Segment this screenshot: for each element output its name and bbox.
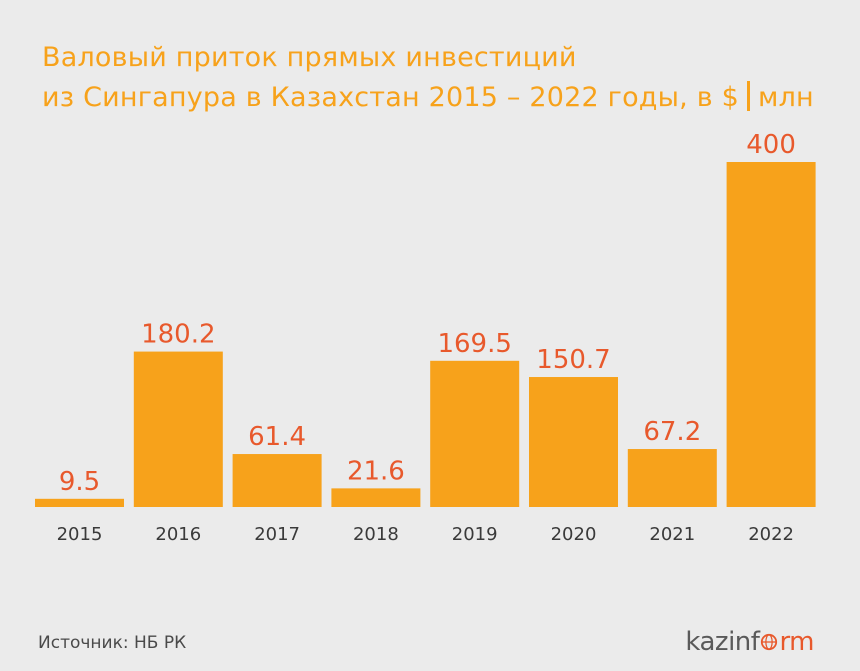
x-tick-label-2022: 2022	[748, 524, 794, 545]
value-label-2020: 150.7	[536, 345, 610, 375]
x-tick-label-2015: 2015	[57, 524, 103, 545]
x-tick-label-2020: 2020	[551, 524, 597, 545]
bar-2015	[35, 498, 124, 507]
x-tick-label-2021: 2021	[649, 524, 695, 545]
value-label-2019: 169.5	[437, 329, 511, 359]
value-label-2021: 67.2	[643, 417, 701, 447]
globe-icon	[761, 633, 778, 651]
brand-logo-part2: rm	[779, 627, 814, 657]
title-separator	[747, 81, 751, 111]
bar-2018	[331, 488, 421, 507]
bar-2017	[232, 454, 322, 507]
value-label-2015: 9.5	[59, 467, 100, 497]
chart-title-unit: млн	[758, 82, 814, 113]
brand-logo-part1: kazinf	[685, 627, 760, 657]
brand-logo: kazinf rm	[685, 627, 814, 657]
value-label-2017: 61.4	[248, 422, 306, 452]
x-tick-label-2017: 2017	[254, 524, 300, 545]
chart-title: Валовый приток прямых инвестиций из Синг…	[42, 38, 814, 118]
chart-title-line2: из Сингапура в Казахстан 2015 – 2022 год…	[42, 82, 740, 113]
value-label-2016: 180.2	[141, 320, 215, 350]
bar-2021	[627, 449, 717, 507]
chart-title-line1: Валовый приток прямых инвестиций	[42, 42, 577, 73]
value-label-2022: 400	[746, 130, 796, 160]
bar-2022	[726, 162, 816, 507]
x-tick-label-2019: 2019	[452, 524, 498, 545]
x-tick-label-2018: 2018	[353, 524, 399, 545]
bar-2020	[529, 377, 618, 507]
bar-2016	[133, 351, 223, 507]
x-tick-label-2016: 2016	[155, 524, 201, 545]
bar-2019	[430, 360, 520, 507]
source-note: Источник: НБ РК	[38, 633, 187, 653]
value-label-2018: 21.6	[347, 456, 405, 486]
